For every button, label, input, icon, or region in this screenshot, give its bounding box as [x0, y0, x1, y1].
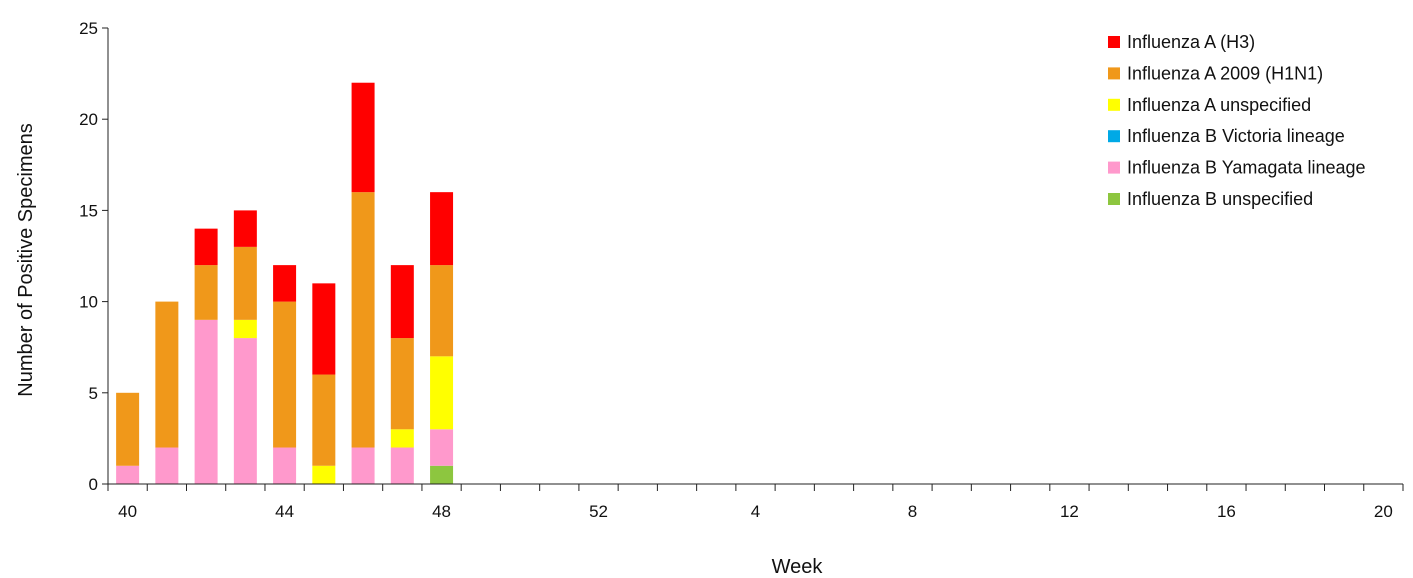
bar-segment-week-44-series-4 [273, 301, 297, 448]
bar-segment-week-44-series-5 [273, 265, 297, 302]
bar-segment-week-48-series-3 [430, 356, 454, 430]
bar-segment-week-45-series-5 [312, 283, 336, 375]
legend: Influenza A (H3) Influenza A 2009 (H1N1) I… [1108, 32, 1366, 209]
bar-segment-week-48-series-4 [430, 265, 454, 357]
bar-segment-week-43-series-1 [233, 338, 257, 484]
bar-segment-week-42-series-4 [194, 265, 218, 320]
x-tick-label-4: 4 [751, 502, 760, 521]
bar-segment-week-40-series-4 [116, 392, 140, 466]
legend-swatch-3 [1108, 130, 1120, 143]
legend-label-2: Influenza A unspecified [1127, 95, 1311, 115]
bar-segment-week-48-series-1 [430, 429, 454, 466]
x-axis-title: Week [772, 556, 824, 578]
bar-segment-week-46-series-5 [351, 82, 375, 193]
y-tick-label-5: 5 [89, 384, 98, 403]
bar-segment-week-41-series-1 [155, 447, 179, 484]
bar-segment-week-45-series-3 [312, 465, 336, 484]
legend-swatch-0 [1108, 36, 1120, 48]
legend-label-4: Influenza B Yamagata lineage [1127, 158, 1366, 178]
bar-segment-week-47-series-4 [390, 338, 414, 430]
x-tick-label-12: 12 [1060, 502, 1079, 521]
bar-segment-week-47-series-5 [390, 265, 414, 339]
x-tick-label-20: 20 [1374, 502, 1393, 521]
legend-swatch-5 [1108, 193, 1120, 205]
bars-layer [116, 82, 454, 484]
bar-segment-week-46-series-1 [351, 447, 375, 484]
legend-swatch-2 [1108, 98, 1120, 111]
bar-segment-week-47-series-3 [390, 429, 414, 448]
legend-label-0: Influenza A (H3) [1127, 32, 1255, 52]
bar-segment-week-43-series-3 [233, 319, 257, 339]
y-tick-label-0: 0 [89, 475, 98, 494]
bar-segment-week-43-series-4 [233, 246, 257, 320]
y-tick-label-20: 20 [79, 110, 98, 129]
legend-swatch-4 [1108, 161, 1120, 174]
x-tick-label-8: 8 [908, 502, 917, 521]
axes-layer [102, 27, 1404, 491]
bar-segment-week-44-series-1 [273, 447, 297, 484]
bar-segment-week-46-series-4 [351, 192, 375, 448]
x-tick-label-52: 52 [589, 502, 608, 521]
bar-segment-week-42-series-1 [194, 319, 218, 484]
bar-segment-week-48-series-5 [430, 192, 454, 266]
x-tick-label-40: 40 [118, 502, 137, 521]
bar-segment-week-48-series-0 [430, 465, 454, 484]
bar-segment-week-40-series-1 [116, 465, 140, 484]
y-tick-label-10: 10 [79, 293, 98, 312]
x-tick-label-16: 16 [1217, 502, 1236, 521]
legend-swatch-1 [1108, 67, 1120, 80]
y-tick-label-15: 15 [79, 201, 98, 220]
x-tick-label-44: 44 [275, 502, 294, 521]
x-tick-label-48: 48 [432, 502, 451, 521]
legend-label-5: Influenza B unspecified [1127, 189, 1313, 209]
bar-segment-week-47-series-1 [390, 447, 414, 484]
y-tick-label-25: 25 [79, 19, 98, 38]
legend-label-1: Influenza A 2009 (H1N1) [1127, 63, 1323, 83]
bar-segment-week-41-series-4 [155, 301, 179, 448]
bar-segment-week-43-series-5 [233, 210, 257, 247]
bar-segment-week-42-series-5 [194, 228, 218, 266]
legend-label-3: Influenza B Victoria lineage [1127, 126, 1345, 146]
bar-segment-week-45-series-4 [312, 374, 336, 466]
y-axis-title: Number of Positive Specimens [15, 123, 37, 396]
